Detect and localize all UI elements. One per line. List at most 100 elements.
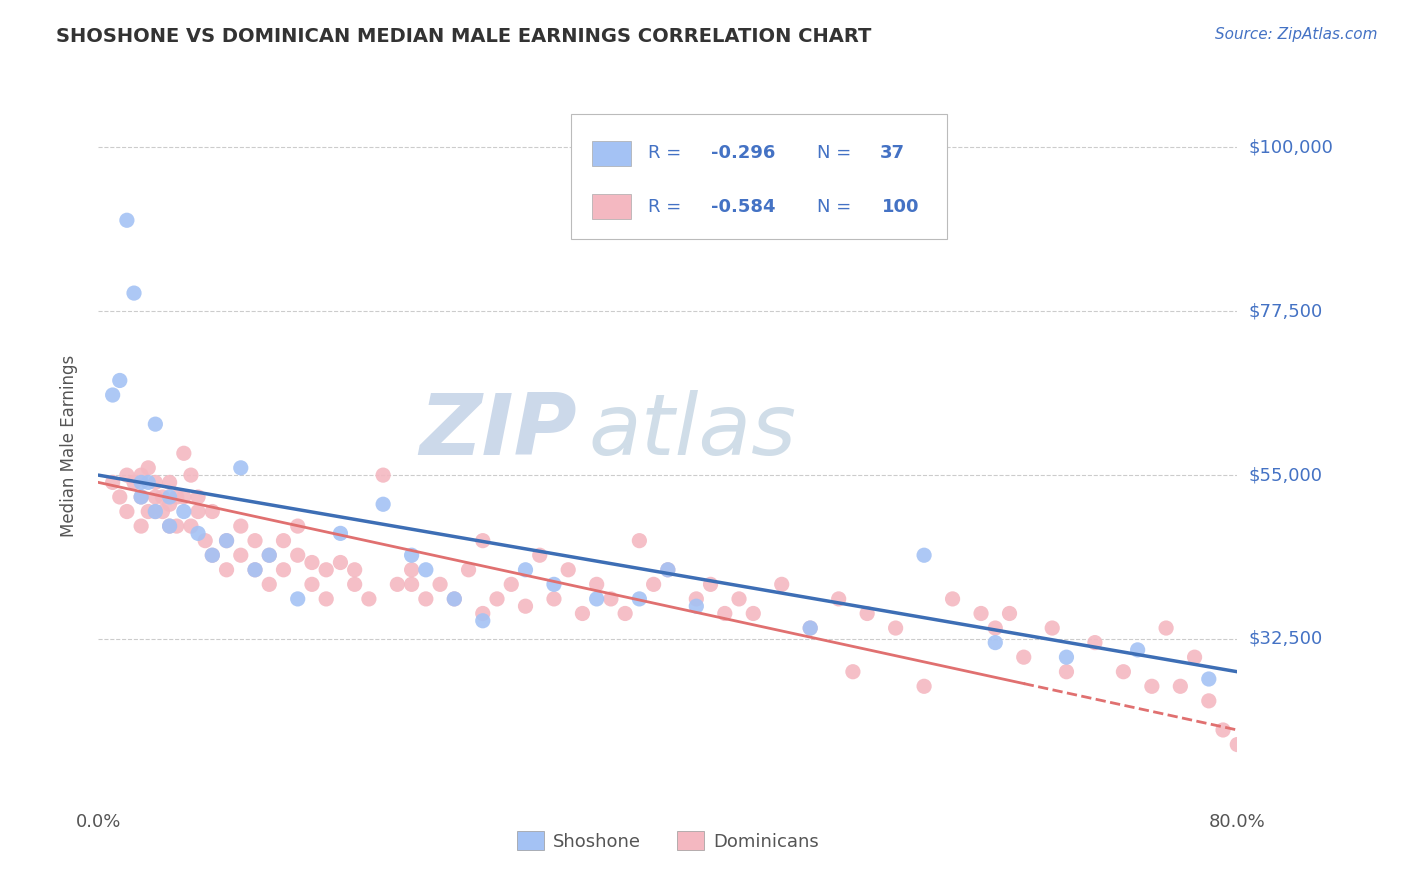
Text: R =: R = [648, 145, 688, 162]
Point [1084, 635, 1107, 649]
Point [180, 468, 202, 483]
Point [180, 519, 202, 533]
Point [1126, 643, 1149, 657]
Point [159, 490, 181, 504]
Point [145, 490, 167, 504]
Point [173, 490, 195, 504]
Point [229, 460, 252, 475]
Point [628, 591, 651, 606]
Point [1056, 665, 1078, 679]
Point [543, 577, 565, 591]
Point [884, 621, 907, 635]
Point [984, 635, 1007, 649]
Point [1112, 665, 1135, 679]
Point [201, 504, 224, 518]
Point [343, 563, 366, 577]
Point [159, 519, 181, 533]
Point [600, 591, 623, 606]
Point [643, 577, 665, 591]
Point [401, 577, 423, 591]
Point [129, 490, 152, 504]
Point [970, 607, 993, 621]
Text: atlas: atlas [588, 390, 796, 474]
Point [401, 563, 423, 577]
Point [215, 533, 238, 548]
Text: -0.296: -0.296 [711, 145, 776, 162]
Point [243, 563, 266, 577]
Point [373, 497, 395, 511]
Point [942, 591, 965, 606]
Point [287, 519, 309, 533]
Point [1198, 694, 1220, 708]
Legend: Shoshone, Dominicans: Shoshone, Dominicans [509, 824, 827, 858]
Point [728, 591, 751, 606]
Text: SHOSHONE VS DOMINICAN MEDIAN MALE EARNINGS CORRELATION CHART: SHOSHONE VS DOMINICAN MEDIAN MALE EARNIN… [56, 27, 872, 45]
Point [152, 490, 174, 504]
Point [912, 679, 935, 693]
Point [1154, 621, 1177, 635]
Point [129, 519, 152, 533]
Point [243, 563, 266, 577]
Point [259, 577, 281, 591]
Point [699, 577, 721, 591]
Point [136, 504, 159, 518]
Point [1226, 738, 1249, 752]
Point [842, 665, 865, 679]
Text: N =: N = [817, 198, 858, 216]
Point [471, 607, 494, 621]
Point [799, 621, 821, 635]
Point [571, 607, 593, 621]
Point [685, 591, 707, 606]
Point [201, 548, 224, 562]
Point [457, 563, 479, 577]
Point [287, 548, 309, 562]
Point [585, 591, 607, 606]
Point [145, 504, 167, 518]
Y-axis label: Median Male Earnings: Median Male Earnings [59, 355, 77, 537]
FancyBboxPatch shape [571, 114, 946, 239]
Point [159, 497, 181, 511]
Point [229, 548, 252, 562]
Point [301, 577, 323, 591]
Point [259, 548, 281, 562]
Point [912, 548, 935, 562]
Point [343, 577, 366, 591]
Point [173, 446, 195, 460]
Point [357, 591, 380, 606]
Point [329, 556, 352, 570]
Point [229, 519, 252, 533]
Point [273, 563, 295, 577]
Point [1140, 679, 1163, 693]
Point [415, 591, 437, 606]
Point [101, 475, 124, 490]
Point [273, 533, 295, 548]
Point [657, 563, 679, 577]
Text: Source: ZipAtlas.com: Source: ZipAtlas.com [1215, 27, 1378, 42]
Text: $55,000: $55,000 [1249, 467, 1323, 484]
Point [215, 533, 238, 548]
Point [714, 607, 737, 621]
Point [173, 504, 195, 518]
Point [828, 591, 851, 606]
Point [1198, 672, 1220, 686]
Point [770, 577, 793, 591]
Point [657, 563, 679, 577]
Point [122, 286, 145, 301]
Point [501, 577, 523, 591]
Point [159, 519, 181, 533]
Point [129, 490, 152, 504]
Point [315, 563, 337, 577]
Point [471, 614, 494, 628]
Point [515, 599, 537, 614]
Point [401, 548, 423, 562]
Point [108, 374, 131, 388]
Point [373, 468, 395, 483]
Point [115, 468, 138, 483]
Point [115, 504, 138, 518]
Point [287, 591, 309, 606]
Point [856, 607, 879, 621]
Point [145, 475, 167, 490]
Point [429, 577, 451, 591]
Text: 37: 37 [880, 145, 904, 162]
FancyBboxPatch shape [592, 194, 631, 219]
